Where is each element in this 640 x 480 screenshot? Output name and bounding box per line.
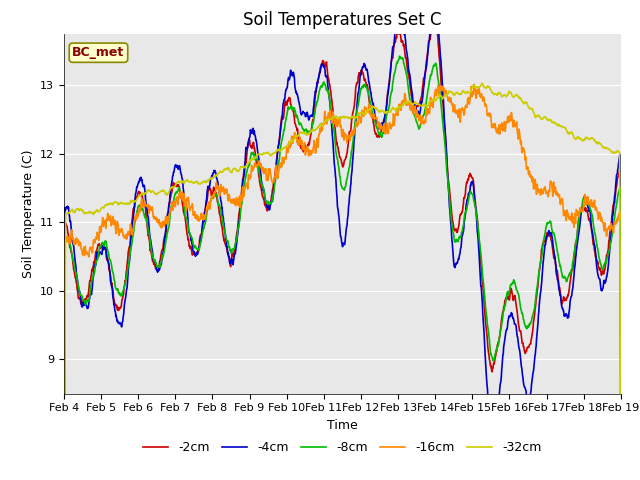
-32cm xyxy=(292,132,300,138)
-4cm xyxy=(292,90,300,96)
-16cm xyxy=(568,210,575,216)
Legend: -2cm, -4cm, -8cm, -16cm, -32cm: -2cm, -4cm, -8cm, -16cm, -32cm xyxy=(138,436,547,459)
-16cm xyxy=(278,155,286,160)
-16cm xyxy=(520,145,527,151)
-2cm xyxy=(428,26,436,32)
-8cm xyxy=(568,267,575,273)
Line: -8cm: -8cm xyxy=(64,56,621,480)
X-axis label: Time: Time xyxy=(327,419,358,432)
Line: -32cm: -32cm xyxy=(64,83,621,480)
Title: Soil Temperatures Set C: Soil Temperatures Set C xyxy=(243,11,442,29)
-16cm xyxy=(470,82,478,87)
-32cm xyxy=(568,129,575,135)
-2cm xyxy=(431,14,439,20)
-16cm xyxy=(428,100,436,106)
-2cm xyxy=(617,367,625,373)
-8cm xyxy=(292,113,300,119)
-2cm xyxy=(292,124,300,130)
-8cm xyxy=(396,53,403,59)
-32cm xyxy=(278,146,286,152)
-16cm xyxy=(292,132,300,138)
-16cm xyxy=(183,195,191,201)
-8cm xyxy=(278,136,286,142)
-4cm xyxy=(520,382,527,387)
Line: -2cm: -2cm xyxy=(64,17,621,480)
-8cm xyxy=(520,317,527,323)
Line: -4cm: -4cm xyxy=(64,5,621,480)
-2cm xyxy=(183,230,191,236)
-32cm xyxy=(478,80,486,86)
-2cm xyxy=(520,344,527,349)
-2cm xyxy=(568,268,575,274)
-32cm xyxy=(183,177,191,183)
-2cm xyxy=(278,116,286,121)
-4cm xyxy=(568,293,575,299)
-16cm xyxy=(617,215,625,221)
-4cm xyxy=(617,359,625,364)
-8cm xyxy=(183,217,191,223)
-32cm xyxy=(520,101,527,107)
-4cm xyxy=(428,22,436,28)
-32cm xyxy=(617,459,625,465)
-4cm xyxy=(431,2,438,8)
-8cm xyxy=(428,68,436,73)
-4cm xyxy=(183,206,191,212)
Line: -16cm: -16cm xyxy=(64,84,621,480)
-32cm xyxy=(428,97,436,103)
Text: BC_met: BC_met xyxy=(72,46,125,59)
-4cm xyxy=(278,110,286,116)
Y-axis label: Soil Temperature (C): Soil Temperature (C) xyxy=(22,149,35,278)
